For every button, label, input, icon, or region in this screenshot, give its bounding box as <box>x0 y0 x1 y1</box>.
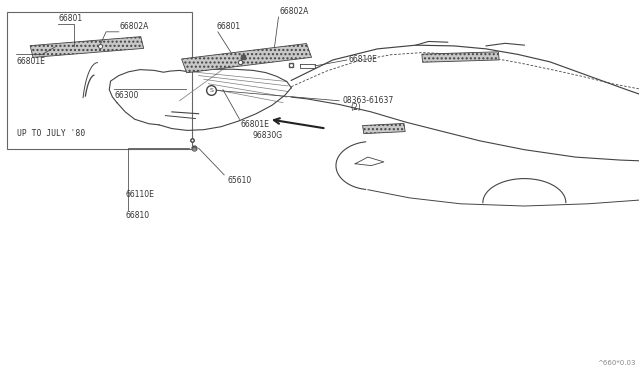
Text: 66810: 66810 <box>126 211 150 220</box>
Polygon shape <box>182 44 312 73</box>
Text: 66110E: 66110E <box>126 190 155 199</box>
Text: ^660*0.03: ^660*0.03 <box>598 360 636 366</box>
Text: 66810E: 66810E <box>349 55 378 64</box>
Text: 66801E: 66801E <box>17 57 45 66</box>
Text: (2): (2) <box>351 103 362 112</box>
Text: 66801E: 66801E <box>241 120 269 129</box>
Text: 66300: 66300 <box>115 92 139 100</box>
Text: 66802A: 66802A <box>279 7 308 16</box>
Text: S: S <box>209 88 213 93</box>
Polygon shape <box>30 36 143 57</box>
Text: 65610: 65610 <box>227 176 252 185</box>
Text: 08363-61637: 08363-61637 <box>342 96 394 105</box>
Polygon shape <box>422 52 499 62</box>
Text: 66801: 66801 <box>58 14 83 23</box>
Text: 96830G: 96830G <box>253 131 283 140</box>
Text: UP TO JULY '80: UP TO JULY '80 <box>17 129 85 138</box>
Polygon shape <box>363 124 405 134</box>
Bar <box>7 12 192 149</box>
Text: 66801: 66801 <box>216 22 241 31</box>
Text: 66802A: 66802A <box>120 22 149 31</box>
